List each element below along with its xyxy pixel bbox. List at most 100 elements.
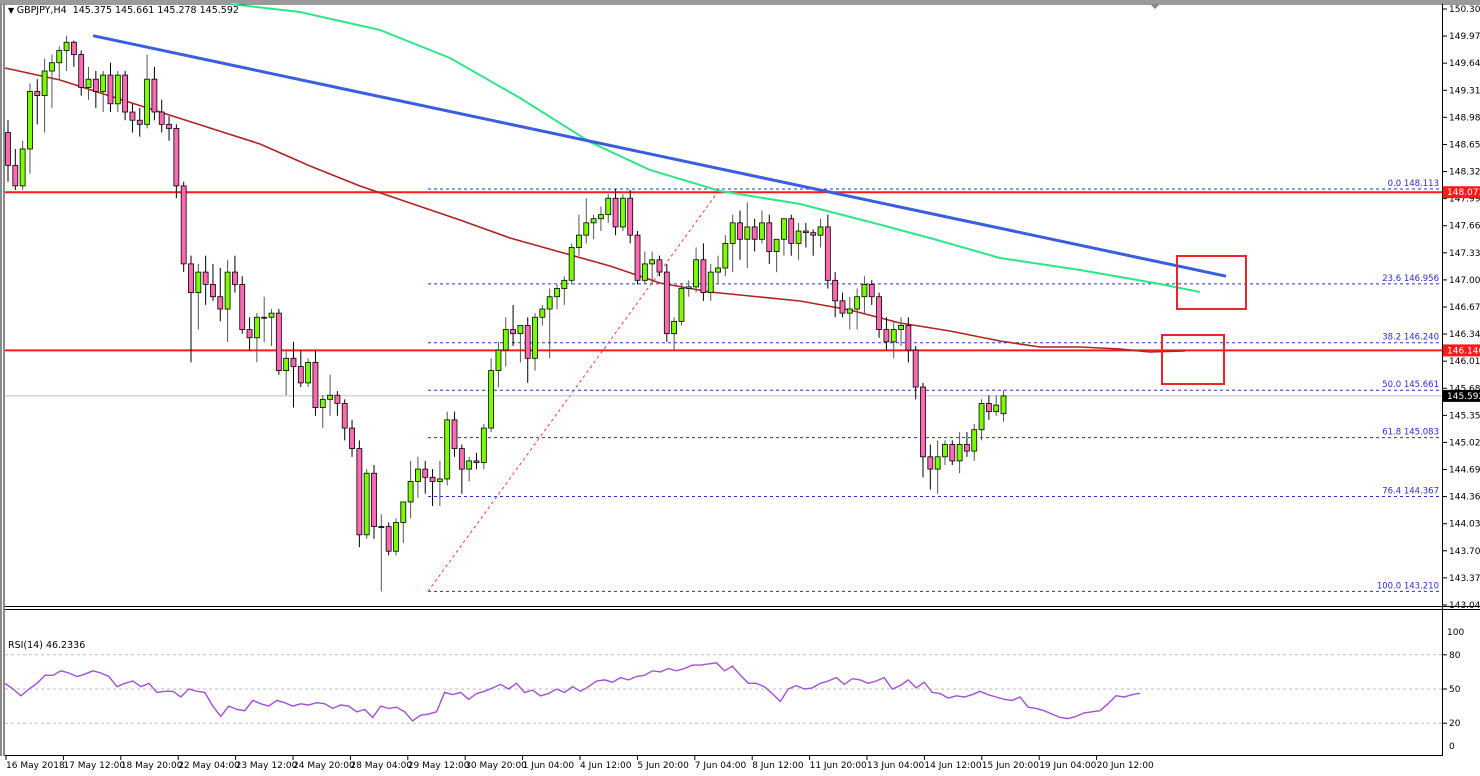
bull-candle (63, 41, 70, 51)
time-tick-label: 7 Jun 04:00 (695, 761, 747, 771)
time-tick-label: 16 May 2018 (6, 761, 65, 771)
bear-candle (188, 263, 194, 294)
collapse-triangle-icon[interactable]: ▼ (8, 6, 17, 15)
trendline[interactable] (92, 34, 1227, 278)
bear-candle (246, 329, 253, 339)
bear-candle (458, 448, 465, 470)
fibonacci-retracement[interactable]: 0.0 148.113 23.6 146.956 38.2 146.240 50.0 … (427, 179, 1440, 592)
bear-candle (210, 284, 216, 298)
bear-candle (912, 349, 919, 388)
ma-green-line (229, 3, 1201, 293)
bear-candle (385, 526, 392, 552)
fib-level-label: 100.0 143.210 (1377, 581, 1439, 591)
bull-candle (641, 263, 648, 281)
bear-candle (876, 296, 882, 330)
price-tick-label: 144.365 (1449, 493, 1480, 503)
fib-level-label: 76.4 144.367 (1382, 486, 1439, 496)
price-tick-label: 146.345 (1449, 330, 1480, 340)
bear-candle (92, 78, 99, 92)
chart-header[interactable]: ▼ GBPJPY,H4 145.375 145.661 145.278 145.… (8, 5, 239, 16)
fib-level-label: 23.6 146.956 (1382, 274, 1439, 284)
bull-candle (19, 148, 26, 187)
price-tick-label: 148.655 (1449, 140, 1480, 150)
price-axis: 150.305 149.975 149.645 149.315 148.985 148.6… (1443, 5, 1480, 611)
bull-candle (605, 197, 612, 216)
bull-candle (100, 74, 107, 92)
bear-candle (524, 325, 531, 359)
bull-candle (942, 444, 948, 458)
price-tick-label: 148.985 (1449, 113, 1480, 123)
bull-candle (480, 427, 487, 463)
bull-candle (466, 460, 473, 470)
bear-candle (824, 226, 831, 281)
price-tick-label: 147.995 (1449, 195, 1480, 205)
bull-candle (854, 296, 861, 310)
bull-candle (934, 456, 941, 470)
price-tick-label: 149.645 (1449, 59, 1480, 69)
fib-level-label: 38.2 146.240 (1382, 333, 1439, 343)
bear-candle (832, 279, 839, 302)
time-tick-label: 4 Jun 12:00 (580, 761, 632, 771)
price-tick-label: 144.695 (1449, 466, 1480, 476)
bull-candle (619, 197, 626, 228)
bear-candle (700, 259, 707, 294)
bear-candle (473, 460, 480, 463)
bull-candle (568, 247, 575, 281)
price-tag-label: 145.592 (1447, 392, 1480, 402)
bear-candle (751, 226, 758, 240)
price-tag (1443, 389, 1480, 402)
bull-candle (56, 50, 63, 64)
bull-candle (532, 316, 538, 359)
bull-candle (517, 325, 524, 335)
bull-candle (817, 226, 824, 236)
bull-candle (41, 70, 48, 97)
price-tick-label: 145.355 (1449, 411, 1480, 421)
bull-candle (707, 271, 714, 294)
chart-shift-marker-icon[interactable] (1150, 4, 1160, 9)
price-tick-label: 146.015 (1449, 357, 1480, 367)
bear-candle (78, 54, 85, 88)
bear-candle (656, 259, 663, 273)
bull-candle (744, 226, 751, 240)
bear-candle (312, 361, 319, 408)
bull-candle (283, 357, 290, 372)
bull-candle (502, 329, 509, 351)
bull-candle (649, 259, 656, 265)
bear-candle (868, 284, 875, 298)
bear-candle (810, 232, 817, 236)
bear-candle (136, 119, 143, 125)
bear-candle (737, 222, 743, 240)
price-tag (1443, 344, 1480, 357)
bear-candle (5, 132, 11, 166)
bear-candle (12, 164, 19, 187)
bear-candle (802, 230, 809, 234)
bull-candle (722, 242, 729, 269)
time-tick-label: 29 May 12:00 (408, 761, 470, 771)
svg-text:0: 0 (1449, 742, 1455, 752)
bull-candle (261, 316, 268, 319)
bull-candle (971, 429, 978, 452)
resistance-box-upper (1176, 255, 1247, 310)
bear-candle (949, 444, 956, 462)
bull-candle (539, 308, 546, 318)
time-tick-label: 14 Jun 12:00 (924, 761, 981, 771)
bear-candle (927, 456, 934, 470)
bull-candle (759, 222, 765, 240)
bull-candle (495, 349, 502, 372)
price-tick-label: 146.675 (1449, 303, 1480, 313)
bear-candle (766, 222, 773, 252)
bull-candle (561, 279, 568, 289)
svg-text:100: 100 (1447, 628, 1464, 638)
annotation-boxes[interactable] (1161, 255, 1247, 385)
bear-candle (173, 128, 180, 187)
ohlc-values: 145.375 145.661 145.278 145.592 (72, 5, 239, 16)
bull-candle (144, 78, 150, 125)
bear-candle (883, 329, 890, 343)
bear-candle (663, 271, 670, 335)
bear-candle (839, 300, 846, 314)
price-tick-label: 148.325 (1449, 168, 1480, 178)
bull-candle (224, 271, 231, 310)
price-tick-label: 147.335 (1449, 249, 1480, 259)
bear-candle (202, 271, 209, 285)
